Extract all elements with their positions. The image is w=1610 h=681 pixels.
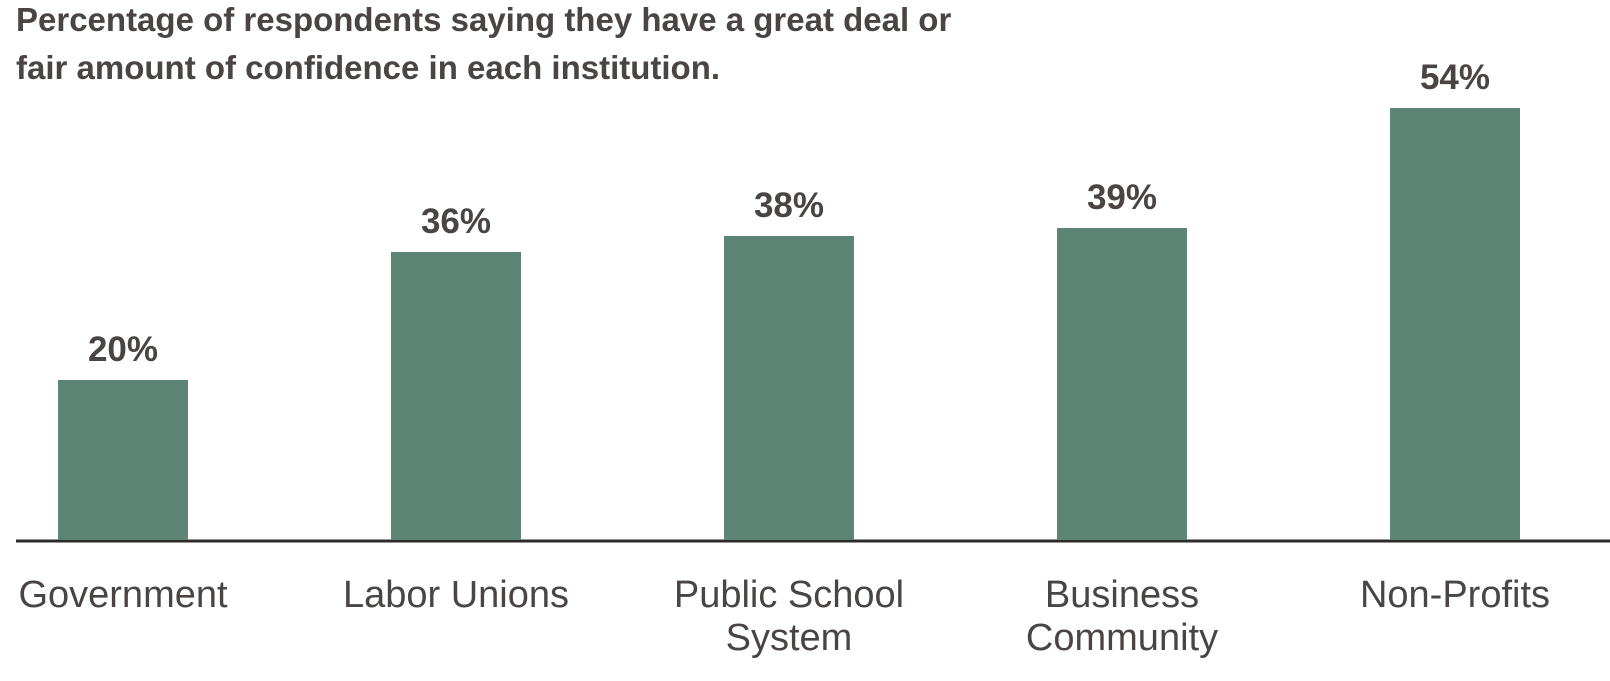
bar (724, 236, 854, 540)
value-label: 39% (1086, 178, 1158, 217)
x-tick-label: Labor Unions (342, 574, 570, 616)
x-tick-label: Government (18, 574, 228, 616)
x-tick-label: Public School System (673, 574, 905, 659)
x-tick-label: Business Community (1025, 574, 1219, 659)
value-label: 20% (87, 330, 159, 369)
bar (1057, 228, 1187, 540)
value-label: 54% (1419, 58, 1491, 97)
value-label: 38% (753, 186, 825, 225)
x-tick-label: Non-Profits (1359, 574, 1551, 616)
bar (58, 380, 188, 540)
bar (1390, 108, 1520, 540)
bar (391, 252, 521, 540)
value-label: 36% (420, 202, 492, 241)
chart-title: Percentage of respondents saying they ha… (16, 1, 952, 86)
